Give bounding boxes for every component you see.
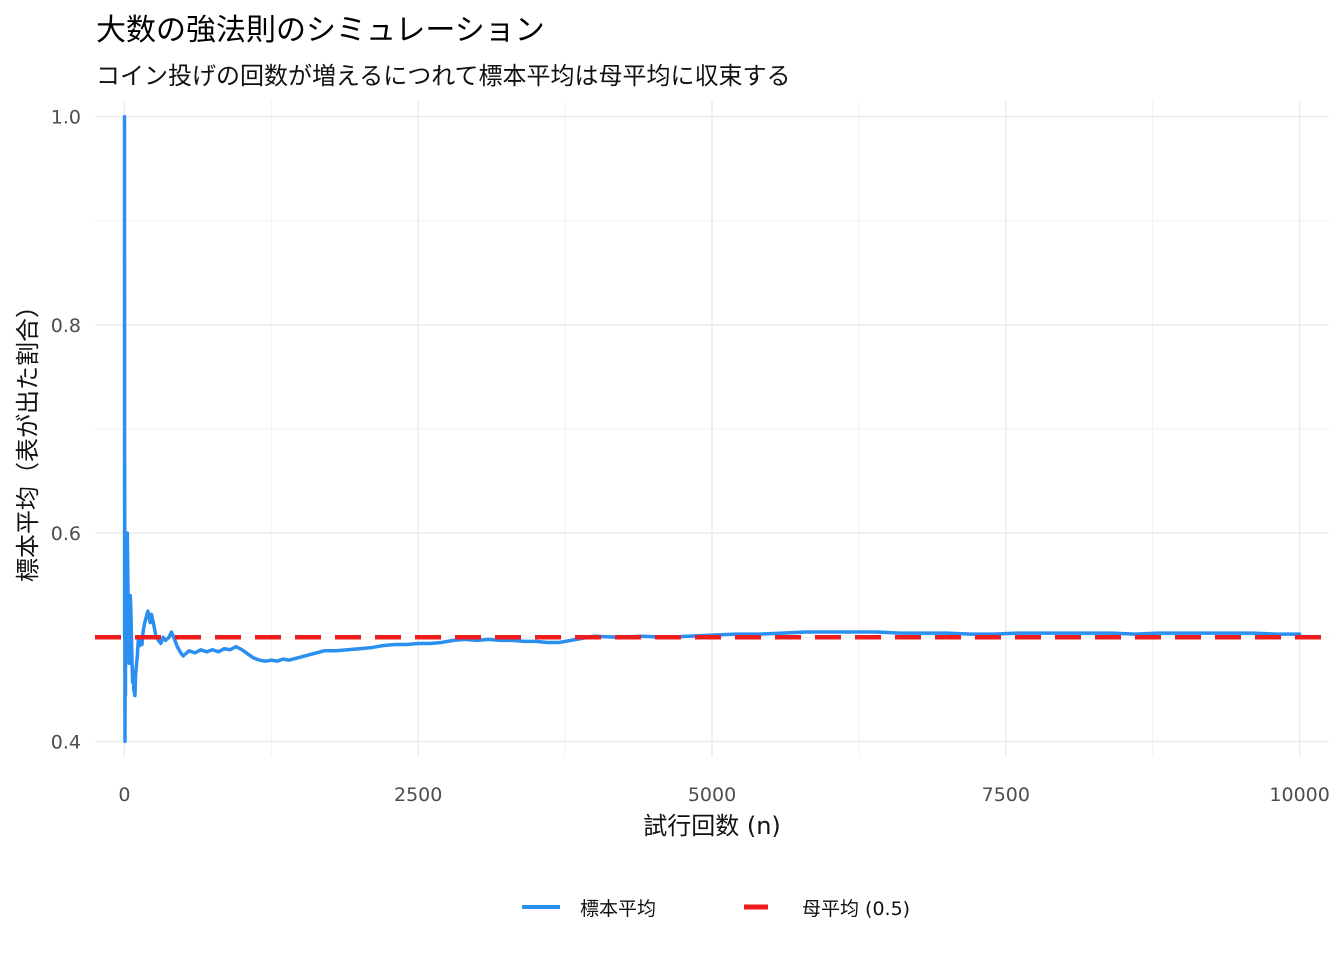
x-tick-label: 2500: [394, 784, 442, 806]
x-tick-label: 10000: [1269, 784, 1329, 806]
legend-label-population-mean: 母平均 (0.5): [802, 898, 910, 920]
series-line-sample-mean: [122, 114, 1302, 744]
y-tick-labels: 0.4 0.6 0.8 1.0: [51, 107, 81, 754]
y-tick-label: 0.6: [51, 523, 81, 545]
y-tick-label: 0.8: [51, 315, 81, 337]
y-tick-label: 0.4: [51, 731, 81, 753]
legend: 標本平均 母平均 (0.5): [522, 898, 910, 920]
x-tick-label: 0: [118, 784, 130, 806]
series-layer: [95, 114, 1329, 744]
x-axis-title: 試行回数 (n): [643, 812, 781, 840]
x-tick-label: 7500: [982, 784, 1030, 806]
y-tick-label: 1.0: [51, 107, 81, 129]
y-axis-title: 標本平均（表が出た割合）: [14, 294, 42, 582]
x-tick-label: 5000: [688, 784, 736, 806]
legend-label-sample-mean: 標本平均: [580, 898, 656, 920]
chart-subtitle: コイン投げの回数が増えるにつれて標本平均は母平均に収束する: [96, 62, 791, 90]
chart-title: 大数の強法則のシミュレーション: [96, 13, 545, 48]
x-tick-labels: 0 2500 5000 7500 10000: [118, 784, 1330, 806]
